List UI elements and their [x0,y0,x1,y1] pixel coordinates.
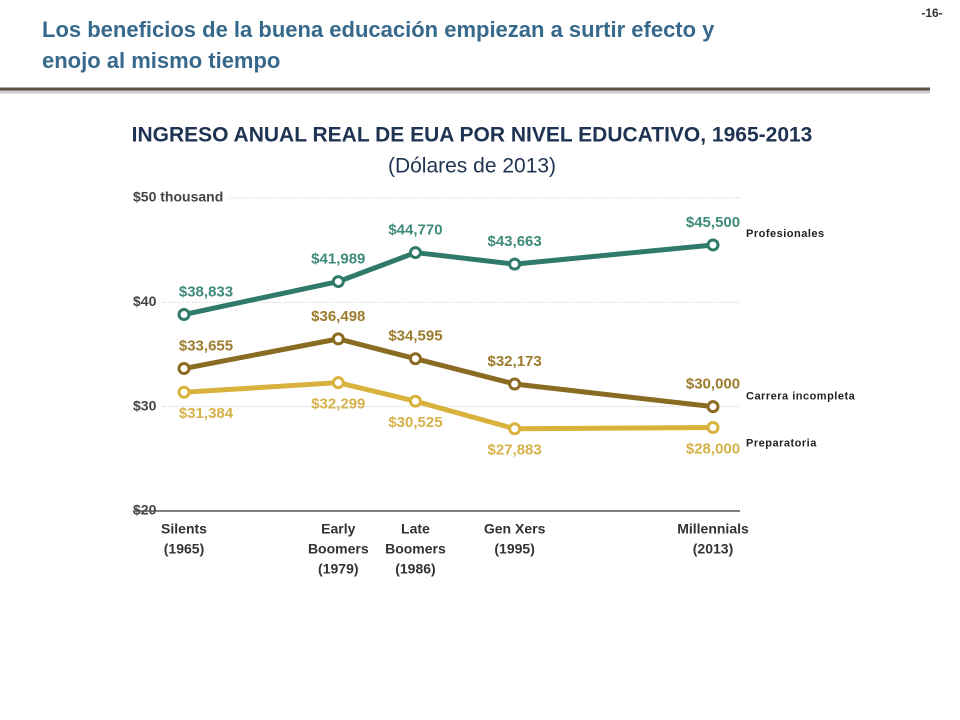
data-label: $43,663 [488,233,542,250]
chart-title: INGRESO ANUAL REAL DE EUA POR NIVEL EDUC… [132,124,813,147]
slide-title: Los beneficios de la buena educación emp… [42,17,715,73]
data-label: $27,883 [488,442,542,459]
x-tick-label: Boomers [308,541,369,557]
x-tick-label: (1995) [494,541,534,557]
page-number: -16- [921,6,942,20]
x-tick-label: (1965) [164,541,204,557]
chart-subtitle: (Dólares de 2013) [388,155,556,178]
y-tick-label: $20 [133,502,157,518]
data-label: $45,500 [686,214,740,231]
point [706,421,720,435]
point [508,377,522,391]
data-label: $32,173 [488,353,542,370]
legend-label: Profesionales [746,228,825,240]
point [706,400,720,414]
legend-label: Preparatoria [746,437,817,449]
point [331,332,345,346]
data-label: $44,770 [388,222,442,239]
point [408,394,422,408]
point [177,385,191,399]
x-tick-label: (2013) [693,541,733,557]
data-label: $30,525 [388,414,442,431]
data-label: $31,384 [179,405,234,422]
data-label: $36,498 [311,308,365,325]
x-tick-label: (1979) [318,561,358,577]
data-label: $34,595 [388,328,442,345]
series-line [183,380,714,432]
point [331,275,345,289]
data-label: $28,000 [686,441,740,458]
data-label: $38,833 [179,283,233,300]
data-label: $41,989 [311,251,365,268]
x-tick-label: Millennials [677,521,749,537]
series-line [183,336,714,410]
x-tick-label: Boomers [385,541,446,557]
point [408,246,422,260]
x-tick-label: Gen Xers [484,521,546,537]
point [508,422,522,436]
point [508,257,522,271]
legend-label: Carrera incompleta [746,391,856,403]
point [177,308,191,322]
x-tick: Late Boomers (1986) [385,521,446,577]
y-tick-label: $40 [133,293,157,309]
x-tick: Silents (1965) [161,521,207,557]
x-tick-label: Early [321,521,355,537]
data-label: $33,655 [179,338,233,355]
x-tick-label: Late [401,521,430,537]
x-tick: Gen Xers (1995) [484,521,546,557]
x-tick: Millennials (2013) [677,521,749,557]
point [177,362,191,376]
x-tick-label: (1986) [395,561,435,577]
point [706,238,720,252]
series-line [183,242,714,317]
y-tick-label: $50 thousand [133,189,223,205]
point [331,376,345,390]
y-tick-label: $30 [133,397,157,413]
data-label: $30,000 [686,376,740,393]
data-label: $32,299 [311,396,365,413]
x-tick: Early Boomers (1979) [308,521,369,577]
x-tick-label: Silents [161,521,207,537]
point [408,352,422,366]
